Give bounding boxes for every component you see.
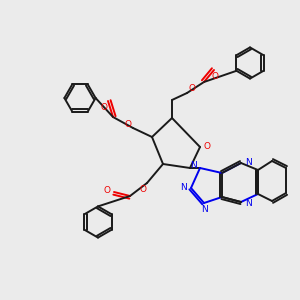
Text: N: N [180, 184, 187, 193]
Text: O: O [140, 184, 147, 194]
Text: N: N [245, 158, 252, 166]
Text: O: O [189, 84, 196, 93]
Text: N: N [190, 161, 197, 170]
Text: N: N [201, 205, 207, 214]
Text: O: O [203, 142, 210, 151]
Text: N: N [245, 199, 252, 208]
Text: O: O [100, 103, 107, 112]
Text: O: O [103, 186, 110, 195]
Text: O: O [124, 120, 131, 129]
Text: O: O [212, 71, 219, 80]
